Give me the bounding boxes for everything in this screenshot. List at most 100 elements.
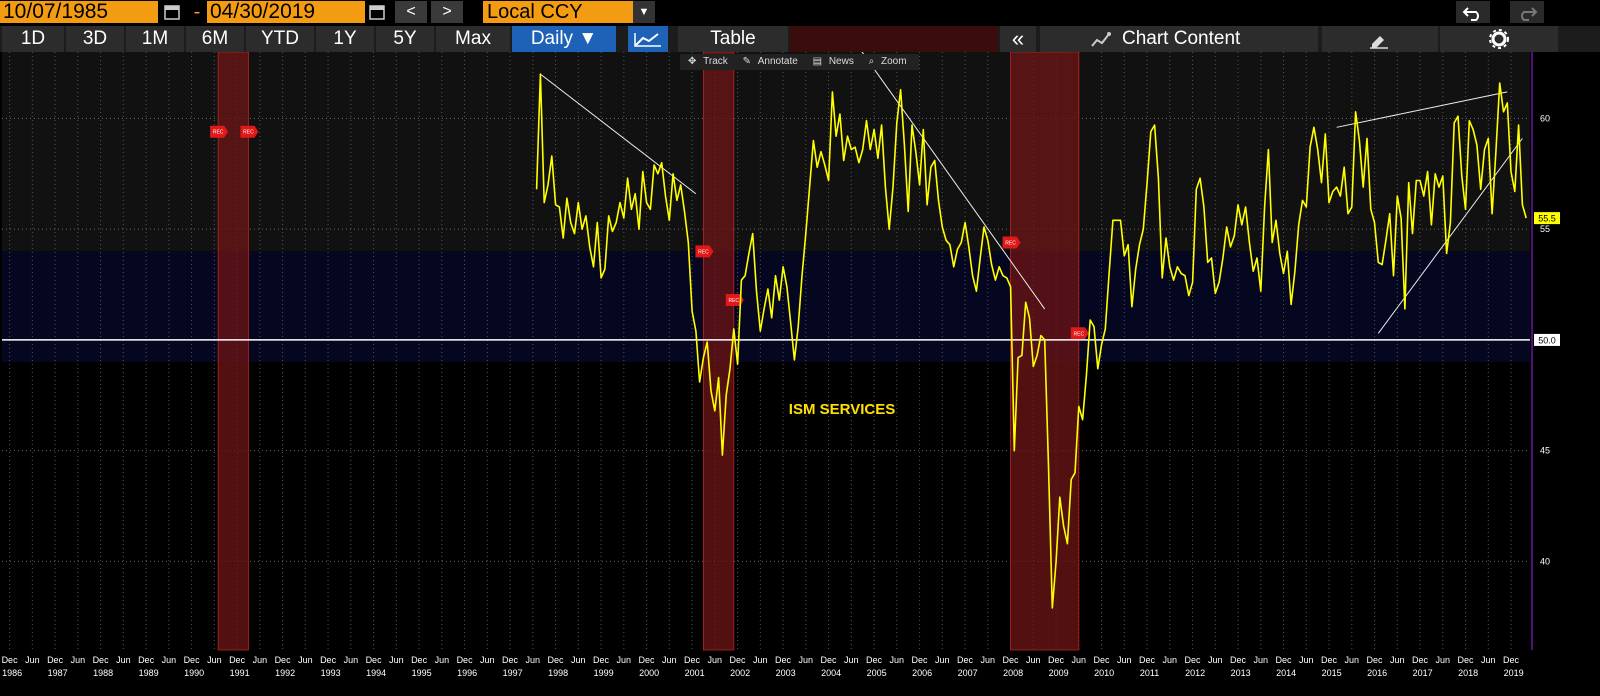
recession-tag-label: REC: [1074, 331, 1085, 337]
tab-1d[interactable]: 1D: [2, 26, 64, 52]
x-tick-jun: Jun: [116, 655, 131, 665]
x-tick-dec: Dec: [1412, 655, 1429, 665]
edit-button[interactable]: [1322, 26, 1438, 52]
news-tool[interactable]: ▤ News: [812, 56, 854, 67]
x-tick-dec: Dec: [775, 655, 792, 665]
redo-button[interactable]: [1510, 1, 1544, 23]
x-tick-jun: Jun: [1117, 655, 1132, 665]
recession-tag: [240, 125, 259, 138]
tab-5y[interactable]: 5Y: [376, 26, 434, 52]
tab-ytd[interactable]: YTD: [246, 26, 314, 52]
trendline: [540, 73, 697, 195]
x-tick-dec: Dec: [366, 655, 383, 665]
recession-tag-label: REC: [698, 249, 709, 255]
x-tick-jun: Jun: [1072, 655, 1087, 665]
recession-tag: [695, 245, 714, 258]
x-tick-jun: Jun: [162, 655, 177, 665]
x-tick-jun: Jun: [662, 655, 677, 665]
x-tick-dec: Dec: [47, 655, 64, 665]
top-toolbar: 10/07/1985 - 04/30/2019 < > Local CCY ▼: [0, 0, 1600, 26]
x-year-label: 2013: [1231, 668, 1251, 678]
tab-max[interactable]: Max: [436, 26, 510, 52]
x-tick-jun: Jun: [480, 655, 495, 665]
prev-period-button[interactable]: <: [395, 1, 427, 23]
x-tick-jun: Jun: [935, 655, 950, 665]
next-period-button[interactable]: >: [431, 1, 463, 23]
annotate-tool[interactable]: ✎ Annotate: [742, 56, 798, 67]
x-tick-jun: Jun: [435, 655, 450, 665]
x-tick-dec: Dec: [229, 655, 246, 665]
x-tick-dec: Dec: [957, 655, 974, 665]
x-year-label: 2009: [1049, 668, 1069, 678]
x-year-label: 1989: [139, 668, 159, 678]
x-tick-dec: Dec: [684, 655, 701, 665]
frequency-dropdown[interactable]: Daily ▼: [512, 26, 616, 52]
zoom-tool[interactable]: ⌕ Zoom: [868, 56, 907, 67]
x-tick-jun: Jun: [571, 655, 586, 665]
recession-tag: [1002, 236, 1021, 249]
calendar-icon[interactable]: [163, 3, 181, 21]
chart-subtoolbar: ✥ Track ✎ Annotate ▤ News ⌕ Zoom: [680, 54, 919, 70]
recession-bar: [217, 52, 249, 651]
x-year-label: 1994: [366, 668, 386, 678]
chevron-down-icon[interactable]: ▼: [633, 1, 655, 23]
x-tick-jun: Jun: [708, 655, 723, 665]
chart-background: [2, 52, 1533, 650]
end-date-field[interactable]: 04/30/2019: [207, 1, 365, 23]
tab-3d[interactable]: 3D: [66, 26, 124, 52]
x-year-label: 1986: [2, 668, 22, 678]
x-year-label: 1995: [412, 668, 432, 678]
x-tick-jun: Jun: [981, 655, 996, 665]
currency-select[interactable]: Local CCY: [483, 1, 633, 23]
x-tick-jun: Jun: [207, 655, 222, 665]
x-tick-jun: Jun: [1254, 655, 1269, 665]
start-date-field[interactable]: 10/07/1985: [0, 1, 158, 23]
chart-content-button[interactable]: Chart Content: [1040, 26, 1318, 52]
x-year-label: 2016: [1367, 668, 1387, 678]
x-tick-jun: Jun: [253, 655, 268, 665]
x-tick-dec: Dec: [639, 655, 656, 665]
x-year-label: 2019: [1504, 668, 1524, 678]
x-year-label: 1990: [184, 668, 204, 678]
series-layer: [2, 73, 1530, 609]
x-tick-dec: Dec: [548, 655, 565, 665]
calendar-icon[interactable]: [368, 3, 386, 21]
x-tick-dec: Dec: [821, 655, 838, 665]
x-tick-jun: Jun: [753, 655, 768, 665]
x-year-label: 2011: [1140, 668, 1159, 678]
x-tick-jun: Jun: [526, 655, 541, 665]
line-chart-button[interactable]: [628, 26, 668, 52]
chart-annotation: ISM SERVICES: [789, 401, 895, 418]
collapse-button[interactable]: «: [1000, 26, 1036, 52]
settings-button[interactable]: [1440, 26, 1558, 52]
x-tick-jun: Jun: [799, 655, 814, 665]
undo-icon: [1462, 7, 1479, 21]
trendline: [1377, 138, 1523, 334]
tab-1y[interactable]: 1Y: [316, 26, 374, 52]
tab-6m[interactable]: 6M: [186, 26, 244, 52]
x-tick-dec: Dec: [1230, 655, 1247, 665]
x-tick-jun: Jun: [617, 655, 632, 665]
track-tool[interactable]: ✥ Track: [688, 56, 728, 67]
recession-tag-label: REC: [1005, 240, 1016, 246]
table-button[interactable]: Table: [678, 26, 788, 52]
x-year-label: 2003: [776, 668, 796, 678]
ism-services-line: [535, 73, 1527, 609]
x-year-label: 2008: [1003, 668, 1023, 678]
last-value-badge: 55.5: [1538, 214, 1556, 224]
tab-1m[interactable]: 1M: [126, 26, 184, 52]
x-year-label: 2010: [1094, 668, 1114, 678]
x-tick-dec: Dec: [730, 655, 747, 665]
trendlines: [540, 52, 1523, 334]
x-year-label: 1999: [594, 668, 614, 678]
recession-tag-label: REC: [213, 130, 224, 136]
x-tick-jun: Jun: [1299, 655, 1314, 665]
x-tick-jun: Jun: [1163, 655, 1178, 665]
x-year-label: 1998: [548, 668, 568, 678]
x-tick-dec: Dec: [2, 655, 19, 665]
undo-button[interactable]: [1456, 1, 1490, 23]
x-year-label: 1992: [275, 668, 295, 678]
x-tick-dec: Dec: [320, 655, 337, 665]
x-tick-dec: Dec: [1276, 655, 1293, 665]
x-tick-dec: Dec: [93, 655, 110, 665]
